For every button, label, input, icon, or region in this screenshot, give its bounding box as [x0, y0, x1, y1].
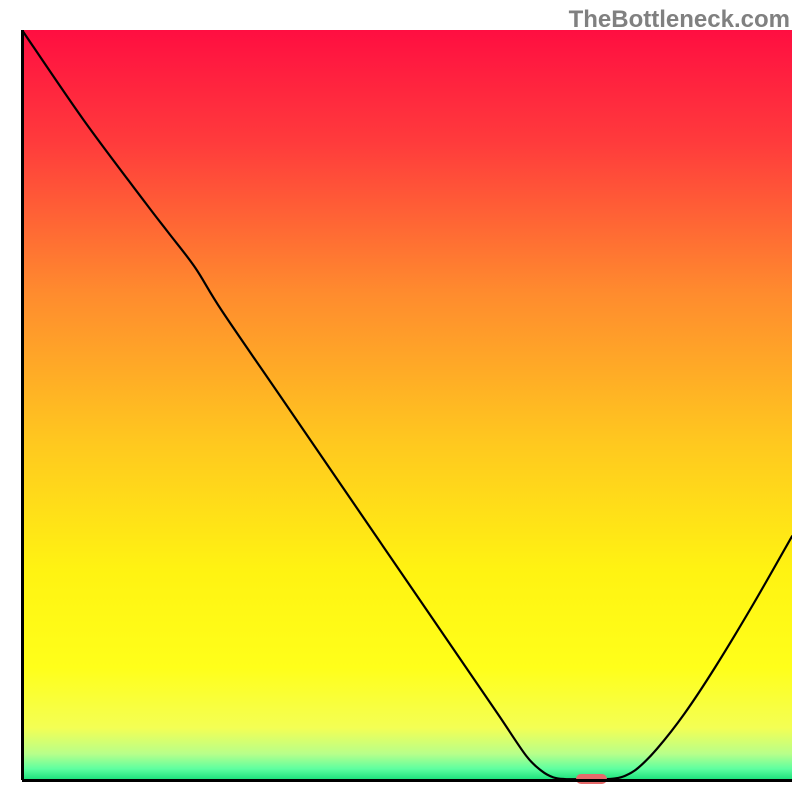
- y-axis-line: [21, 30, 24, 780]
- plot-area: [22, 30, 792, 780]
- x-axis-line: [22, 779, 792, 782]
- curve-svg: [22, 30, 792, 780]
- chart-container: TheBottleneck.com: [0, 0, 800, 800]
